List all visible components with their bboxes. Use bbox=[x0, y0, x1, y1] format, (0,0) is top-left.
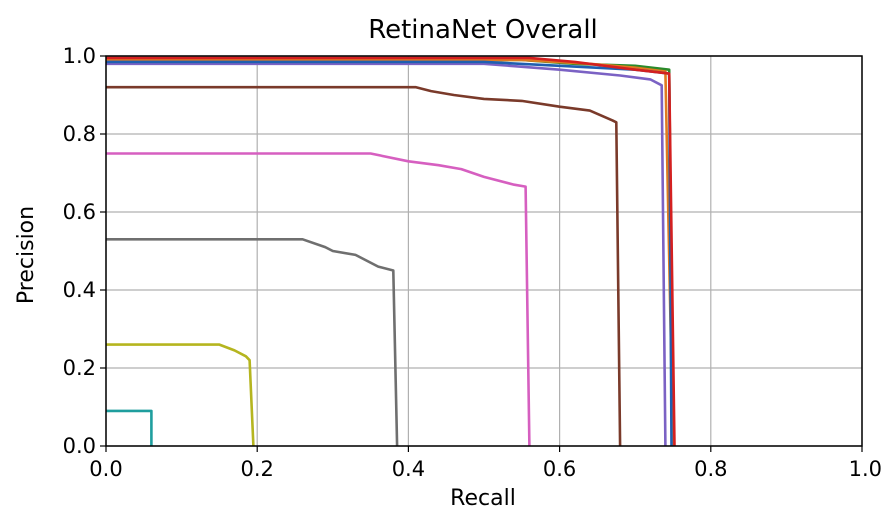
pr-curve-2 bbox=[106, 343, 255, 447]
pr-curve-4 bbox=[106, 152, 531, 447]
series-layer bbox=[106, 56, 676, 447]
y-tick-label: 0.6 bbox=[63, 200, 96, 224]
x-tick-label: 0.4 bbox=[392, 457, 425, 481]
pr-curve-3 bbox=[106, 238, 399, 447]
x-tick-label: 0.8 bbox=[694, 457, 727, 481]
y-tick-label: 1.0 bbox=[63, 44, 96, 68]
y-tick-label: 0.8 bbox=[63, 122, 96, 146]
pr-curve-6 bbox=[106, 62, 667, 447]
x-axis-label: Recall bbox=[450, 486, 516, 508]
y-axis-ticks: 0.0 0.2 0.4 0.6 0.8 1.0 bbox=[63, 44, 106, 458]
y-tick-label: 0.4 bbox=[63, 278, 96, 302]
pr-curve-1 bbox=[106, 409, 153, 446]
pr-curve-9 bbox=[106, 60, 673, 447]
y-axis-label: Precision bbox=[14, 206, 39, 304]
x-axis-ticks: 0.0 0.2 0.4 0.6 0.8 1.0 bbox=[89, 446, 882, 481]
x-tick-label: 0.2 bbox=[240, 457, 273, 481]
x-tick-label: 0.6 bbox=[543, 457, 576, 481]
pr-curve-7 bbox=[106, 58, 675, 447]
x-tick-label: 1.0 bbox=[849, 457, 882, 481]
y-tick-label: 0.0 bbox=[63, 434, 96, 458]
pr-curve-5 bbox=[106, 85, 622, 447]
chart-title: RetinaNet Overall bbox=[368, 15, 598, 45]
plot-frame bbox=[105, 55, 863, 447]
pr-curve-8 bbox=[106, 58, 675, 447]
x-tick-label: 0.0 bbox=[89, 457, 122, 481]
y-tick-label: 0.2 bbox=[63, 356, 96, 380]
pr-curve-10 bbox=[106, 56, 676, 447]
grid-lines bbox=[105, 55, 863, 447]
